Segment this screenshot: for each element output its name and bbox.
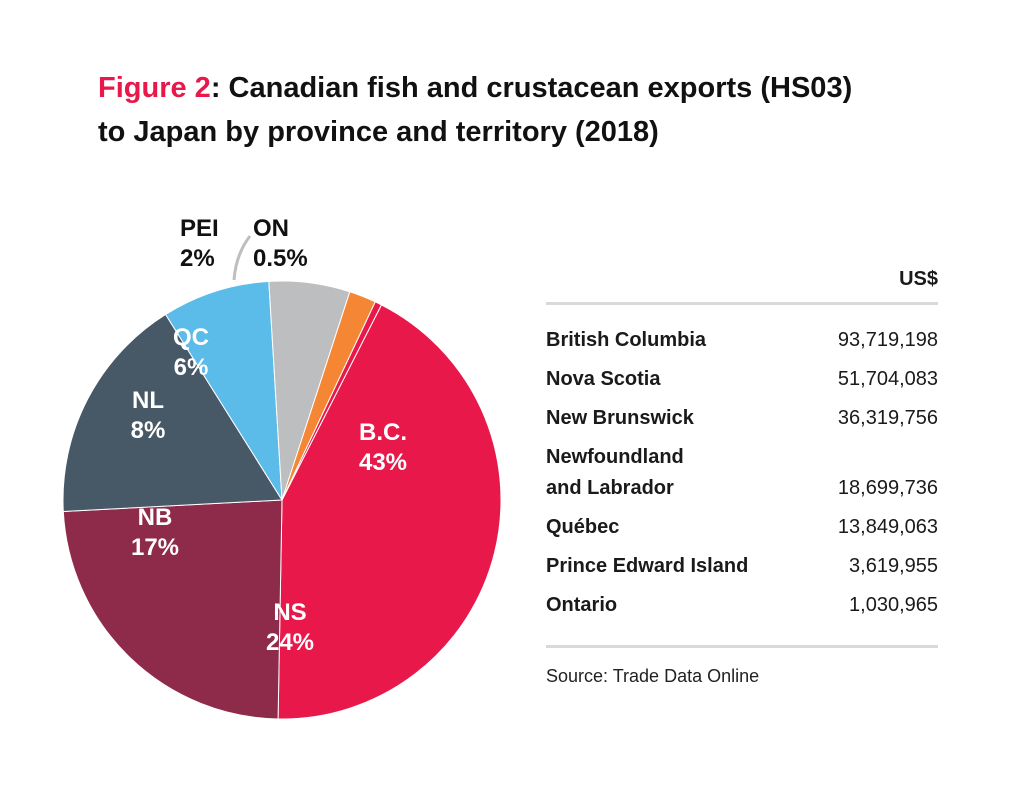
- row-province-line-1: Newfoundland: [546, 446, 684, 468]
- row-value: 18,699,736: [837, 477, 938, 499]
- table-bottom-rule: [546, 645, 938, 648]
- row-province: Prince Edward Island: [546, 555, 749, 577]
- chart-title: Figure 2: Canadian fish and crustacean e…: [98, 66, 958, 154]
- pie-slice-bc: [277, 304, 502, 720]
- title-line-2: to Japan by province and territory (2018…: [98, 116, 659, 148]
- row-value: 36,319,756: [837, 407, 938, 429]
- slice-label-pei: PEI 2%: [180, 215, 219, 272]
- row-value: 3,619,955: [849, 555, 938, 577]
- table-row: British Columbia 93,719,198: [546, 325, 938, 356]
- row-value: 51,704,083: [837, 368, 938, 390]
- row-province: Québec: [546, 516, 620, 538]
- row-province: British Columbia: [546, 329, 707, 351]
- slice-label-ns: NS 24%: [266, 599, 314, 656]
- row-province-line-2: and Labrador: [546, 477, 674, 499]
- source-note: Source: Trade Data Online: [546, 666, 760, 686]
- row-province: Newfoundland and Labrador: [546, 442, 684, 504]
- table-row: Prince Edward Island 3,619,955: [546, 551, 938, 582]
- table-rows: British Columbia 93,719,198 Nova Scotia …: [546, 305, 938, 645]
- table-row: Newfoundland and Labrador 18,699,736: [546, 442, 938, 504]
- slice-label-bc: B.C. 43%: [359, 419, 407, 476]
- currency-unit: US$: [899, 268, 938, 290]
- pie-chart: B.C. 43% NS 24% NB 17% NL 8%QC 6% PEI 2% ON 0.5%: [62, 215, 502, 720]
- row-province: Nova Scotia: [546, 368, 661, 390]
- row-province: Ontario: [546, 594, 618, 616]
- slice-label-nb: NB 17%: [131, 504, 179, 561]
- pie-slice-on: [281, 301, 383, 501]
- title-line-1: Canadian fish and crustacean exports (HS…: [220, 72, 853, 104]
- figure-number: Figure 2: [98, 72, 211, 104]
- exports-table: US$ British Columbia 93,719,198 Nova Sco…: [546, 264, 938, 687]
- table-row: Ontario 1,030,965: [546, 590, 938, 621]
- slice-label-qc: QC 6%: [173, 324, 209, 381]
- table-row: Nova Scotia 51,704,083: [546, 364, 938, 395]
- pie-slice-nb: [62, 313, 283, 512]
- table-row: Québec 13,849,063: [546, 512, 938, 543]
- title-separator: :: [210, 72, 221, 104]
- slice-label-on: ON 0.5%: [253, 215, 308, 272]
- on-leader-line: [232, 235, 252, 281]
- table-row: New Brunswick 36,319,756: [546, 403, 938, 434]
- row-value: 1,030,965: [849, 594, 938, 616]
- slice-label-nl: NL 8%: [131, 387, 166, 444]
- row-value: 13,849,063: [837, 516, 938, 538]
- row-value: 93,719,198: [837, 329, 938, 351]
- row-province: New Brunswick: [546, 407, 694, 429]
- pie-slice-nl: [164, 280, 283, 501]
- pie-slice-ns: [62, 499, 283, 720]
- table-top-rule: [546, 302, 938, 305]
